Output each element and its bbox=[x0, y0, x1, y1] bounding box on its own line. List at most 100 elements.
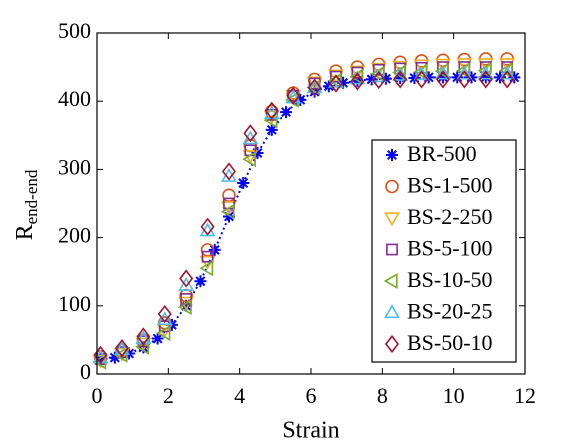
x-tick-label: 4 bbox=[234, 383, 245, 408]
data-point bbox=[286, 86, 301, 105]
data-point bbox=[327, 69, 344, 84]
data-point bbox=[499, 65, 516, 80]
data-point bbox=[456, 65, 473, 80]
legend-marker bbox=[384, 334, 400, 354]
legend-marker bbox=[384, 212, 400, 227]
y-axis-label-sub: end-end bbox=[22, 169, 41, 224]
data-point bbox=[157, 304, 172, 324]
data-point bbox=[322, 80, 335, 93]
legend-label: BS-1-500 bbox=[407, 173, 493, 198]
data-point bbox=[179, 288, 193, 303]
data-point bbox=[500, 70, 515, 89]
data-point bbox=[136, 327, 151, 346]
data-point bbox=[294, 93, 307, 106]
plot-frame bbox=[96, 32, 526, 375]
data-point bbox=[494, 71, 507, 84]
legend-marker bbox=[383, 273, 398, 289]
data-point bbox=[414, 70, 429, 89]
data-point bbox=[208, 243, 221, 256]
data-point bbox=[477, 65, 494, 80]
data-point bbox=[242, 151, 256, 168]
data-point bbox=[177, 299, 192, 316]
x-tick-label: 6 bbox=[306, 383, 317, 408]
legend-box bbox=[371, 139, 517, 363]
data-point bbox=[465, 71, 478, 84]
legend-marker bbox=[386, 243, 398, 256]
data-point bbox=[349, 65, 366, 80]
data-point bbox=[337, 76, 350, 89]
data-point bbox=[435, 70, 450, 89]
y-axis-label: Rend-end bbox=[12, 169, 41, 240]
data-point bbox=[350, 72, 365, 91]
legend-label: BS-5-100 bbox=[407, 236, 493, 261]
data-point bbox=[123, 347, 136, 360]
data-point bbox=[251, 147, 264, 160]
data-point bbox=[436, 71, 449, 84]
data-point bbox=[307, 78, 322, 97]
y-tick-label: 100 bbox=[58, 291, 91, 316]
data-point bbox=[370, 62, 387, 77]
data-point bbox=[451, 71, 464, 84]
data-point bbox=[371, 70, 386, 90]
x-tick-label: 0 bbox=[92, 383, 103, 408]
legend-label: BS-20-25 bbox=[407, 299, 493, 324]
data-point bbox=[479, 71, 492, 84]
data-point bbox=[457, 70, 472, 89]
data-point bbox=[478, 70, 493, 89]
data-point bbox=[422, 71, 435, 84]
data-point bbox=[392, 67, 409, 81]
legend-marker bbox=[384, 304, 400, 319]
data-point bbox=[265, 123, 278, 136]
data-point bbox=[306, 79, 321, 96]
legend-label: BS-10-50 bbox=[407, 267, 493, 292]
data-point bbox=[220, 203, 235, 220]
data-point bbox=[508, 71, 521, 84]
data-point bbox=[393, 70, 408, 89]
data-point bbox=[222, 188, 236, 203]
data-point bbox=[263, 110, 280, 125]
data-point bbox=[365, 73, 378, 86]
data-point bbox=[434, 65, 451, 80]
legend-marker bbox=[386, 149, 398, 161]
data-point bbox=[201, 250, 214, 263]
y-tick-label: 0 bbox=[80, 359, 91, 384]
y-tick-label: 200 bbox=[58, 223, 91, 248]
x-tick-label: 10 bbox=[443, 383, 465, 408]
data-point bbox=[222, 210, 235, 223]
x-axis-label: Strain bbox=[282, 418, 339, 444]
data-point bbox=[156, 325, 171, 342]
data-point bbox=[108, 351, 121, 364]
data-point bbox=[328, 74, 343, 93]
data-point bbox=[178, 277, 195, 291]
data-point bbox=[306, 79, 323, 94]
y-tick-label: 500 bbox=[58, 18, 91, 43]
x-tick-label: 8 bbox=[377, 383, 388, 408]
data-point bbox=[199, 260, 214, 277]
y-tick-label: 400 bbox=[58, 86, 91, 111]
data-point bbox=[379, 72, 392, 85]
data-point bbox=[114, 338, 129, 358]
data-point bbox=[137, 341, 150, 354]
data-point bbox=[179, 269, 194, 288]
data-point bbox=[221, 162, 236, 181]
data-point bbox=[94, 353, 107, 366]
x-tick-label: 2 bbox=[163, 383, 174, 408]
data-point bbox=[394, 72, 407, 85]
data-point bbox=[180, 299, 193, 312]
data-point bbox=[151, 332, 164, 345]
legend-label: BS-50-10 bbox=[407, 330, 493, 355]
legend-label: BR-500 bbox=[407, 141, 477, 166]
data-point bbox=[237, 177, 250, 190]
data-point bbox=[113, 341, 130, 356]
data-point bbox=[264, 101, 279, 120]
y-tick-label: 300 bbox=[58, 154, 91, 179]
data-point bbox=[243, 124, 258, 143]
data-point bbox=[194, 275, 207, 288]
y-axis-label-main: R bbox=[12, 224, 38, 240]
legend-marker bbox=[385, 179, 399, 194]
legend-label: BS-2-250 bbox=[407, 204, 493, 229]
data-point bbox=[200, 217, 215, 236]
data-point bbox=[413, 66, 430, 81]
data-point bbox=[280, 106, 293, 119]
